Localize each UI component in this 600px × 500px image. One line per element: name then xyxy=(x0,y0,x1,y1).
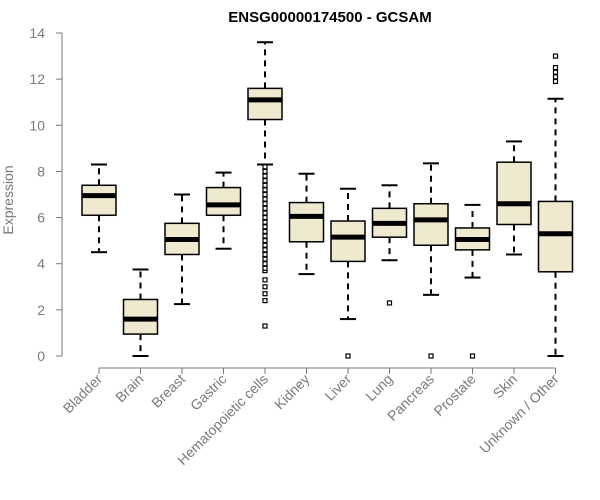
x-tick-label: Skin xyxy=(490,371,521,402)
outlier-point xyxy=(262,256,268,262)
y-tick-label: 2 xyxy=(37,302,45,318)
outlier-point xyxy=(262,233,268,239)
box-unknown-other xyxy=(537,53,574,357)
outlier-point xyxy=(262,277,268,283)
outlier-point xyxy=(262,173,268,179)
outlier-point xyxy=(262,178,268,184)
outlier-point xyxy=(262,182,268,188)
box-bladder xyxy=(81,163,117,254)
iqr-box xyxy=(496,161,532,226)
x-tick-label: Breast xyxy=(148,371,188,411)
y-tick-label: 4 xyxy=(37,256,45,272)
y-tick-label: 12 xyxy=(29,71,45,87)
outlier-point xyxy=(262,251,268,258)
iqr-box xyxy=(205,186,242,217)
outlier-point xyxy=(262,196,268,202)
box-prostate xyxy=(454,203,491,359)
outlier-point xyxy=(262,228,268,235)
outlier-point xyxy=(262,265,268,271)
outlier-point xyxy=(262,242,268,248)
outlier-point xyxy=(262,219,268,225)
y-axis-label: Expression xyxy=(0,165,16,234)
x-tick-label: Unknown / Other xyxy=(476,371,562,457)
outlier-point xyxy=(552,53,559,59)
outlier-point xyxy=(386,300,393,306)
box-kidney xyxy=(288,172,325,276)
box-skin xyxy=(496,140,532,256)
outlier-point xyxy=(552,78,559,85)
outlier-point xyxy=(262,201,268,207)
x-tick-label: Bladder xyxy=(60,371,106,417)
iqr-box xyxy=(413,202,449,247)
box-brain xyxy=(122,268,159,357)
outlier-point xyxy=(262,164,268,170)
x-tick-label: Liver xyxy=(321,371,354,404)
outlier-point xyxy=(552,74,559,80)
outlier-point xyxy=(552,69,559,75)
x-tick-label: Prostate xyxy=(430,371,478,419)
y-tick-label: 0 xyxy=(37,348,45,364)
outlier-point xyxy=(262,238,268,244)
outlier-point xyxy=(262,191,268,198)
outlier-point xyxy=(262,205,268,211)
y-tick-label: 10 xyxy=(29,117,45,133)
outlier-point xyxy=(262,323,268,329)
chart-title: ENSG00000174500 - GCSAM xyxy=(228,9,431,26)
outlier-point xyxy=(262,261,268,267)
box-hematopoietic-cells xyxy=(247,41,283,329)
outlier-point xyxy=(262,298,268,304)
box-liver xyxy=(330,187,366,359)
box-pancreas xyxy=(413,162,449,359)
box-breast xyxy=(164,193,200,306)
x-tick-label: Brain xyxy=(112,371,146,405)
iqr-box xyxy=(81,184,117,217)
outlier-point xyxy=(552,65,559,71)
outlier-point xyxy=(262,247,268,253)
outlier-point xyxy=(262,168,268,175)
y-tick-label: 6 xyxy=(37,210,45,226)
outlier-point xyxy=(262,210,268,216)
iqr-box xyxy=(537,200,574,273)
y-axis: 0 2 4 6 8 10 12 14 xyxy=(29,25,63,364)
box-lung xyxy=(371,184,408,306)
iqr-box xyxy=(247,87,283,121)
x-tick-label: Kidney xyxy=(271,371,313,413)
y-tick-label: 14 xyxy=(29,25,45,41)
outlier-point xyxy=(262,224,268,230)
iqr-box xyxy=(288,201,325,243)
outlier-point xyxy=(345,353,351,359)
box-gastric xyxy=(205,171,242,250)
outlier-point xyxy=(262,291,268,297)
outlier-point xyxy=(262,284,268,290)
outlier-point xyxy=(262,214,268,221)
boxes-layer xyxy=(81,41,574,359)
outlier-point xyxy=(469,353,476,359)
y-tick-label: 8 xyxy=(37,163,45,179)
outlier-point xyxy=(262,187,268,193)
outlier-point xyxy=(428,353,434,359)
iqr-box xyxy=(330,220,366,263)
x-tick-label: Lung xyxy=(362,371,395,404)
